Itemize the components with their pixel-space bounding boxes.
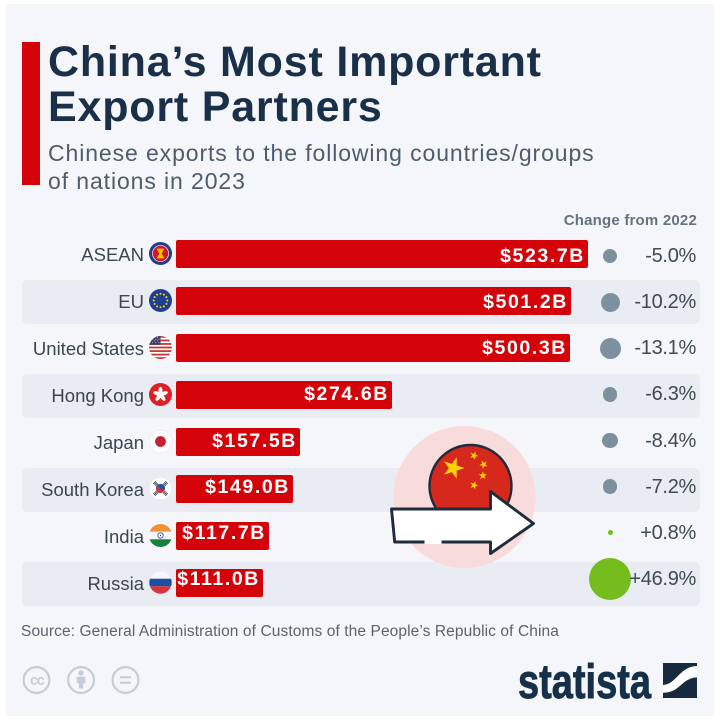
svg-text:cc: cc — [30, 673, 45, 689]
svg-text:statista: statista — [518, 656, 651, 709]
